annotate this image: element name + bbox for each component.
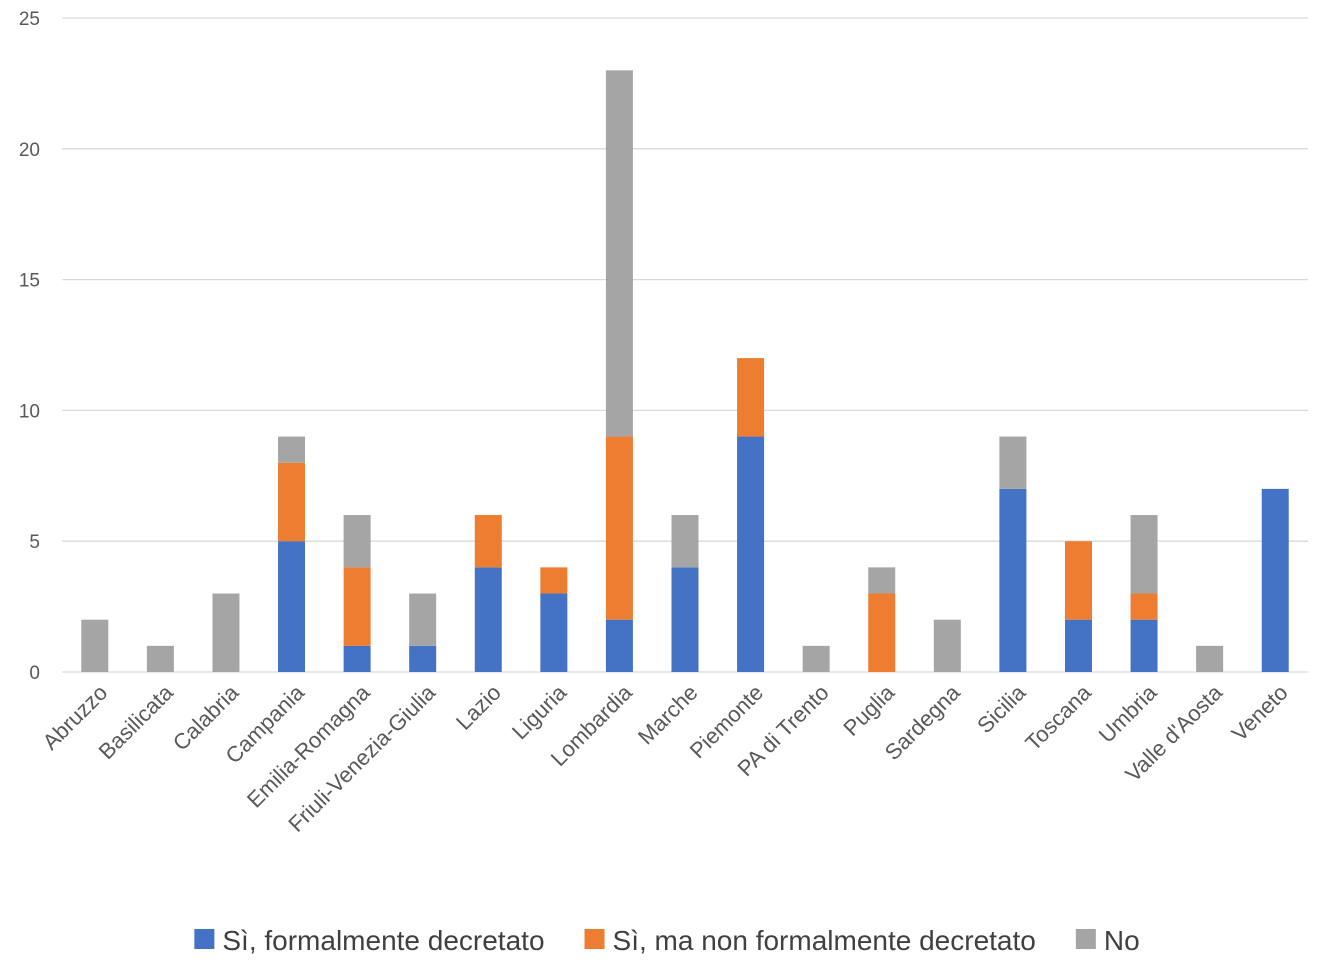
bar-segment-friuli-venezia-giulia-series-0 [409, 645, 437, 672]
bar-segment-campania-series-2 [278, 436, 306, 463]
category-label: Liguria [507, 679, 572, 744]
y-tick-label: 0 [29, 663, 40, 684]
category-label: Toscana [1020, 679, 1096, 755]
bar-segment-campania-series-1 [278, 462, 306, 542]
bars [81, 70, 1289, 672]
legend: Sì, formalmente decretato Sì, ma non form… [194, 925, 1140, 956]
bar-segment-liguria-series-1 [540, 567, 568, 594]
y-tick-label: 10 [19, 401, 40, 422]
bar-segment-valle-d-aosta-series-2 [1196, 645, 1224, 672]
bar-segment-liguria-series-0 [540, 593, 568, 672]
x-axis: AbruzzoBasilicataCalabriaCampaniaEmilia-… [38, 679, 1293, 836]
bar-segment-emilia-romagna-series-1 [343, 567, 371, 646]
bar-segment-toscana-series-0 [1064, 619, 1092, 672]
bar-segment-piemonte-series-0 [737, 436, 765, 672]
bar-segment-lombardia-series-1 [605, 436, 633, 620]
bar-segment-marche-series-2 [671, 515, 699, 568]
y-tick-label: 15 [19, 271, 40, 292]
legend-swatch [194, 929, 215, 949]
y-tick-label: 5 [29, 532, 40, 553]
bar-segment-basilicata-series-2 [146, 645, 174, 672]
bar-segment-umbria-series-0 [1130, 619, 1158, 672]
bar-segment-puglia-series-2 [868, 567, 896, 594]
bar-segment-lazio-series-1 [474, 515, 502, 568]
legend-label: Sì, ma non formalmente decretato [613, 925, 1036, 956]
bar-segment-toscana-series-1 [1064, 541, 1092, 620]
bar-segment-pa-di-trento-series-2 [802, 645, 830, 672]
bar-segment-sardegna-series-2 [933, 619, 961, 672]
bar-segment-veneto-series-0 [1261, 488, 1289, 672]
category-label: Lazio [451, 680, 506, 735]
bar-segment-emilia-romagna-series-2 [343, 515, 371, 568]
y-tick-label: 25 [19, 9, 40, 30]
bar-segment-umbria-series-2 [1130, 515, 1158, 594]
category-label: Puglia [838, 679, 899, 740]
bar-segment-piemonte-series-1 [737, 358, 765, 437]
legend-swatch [584, 929, 605, 949]
y-axis: 0 5 10 15 20 25 [19, 9, 40, 684]
legend-swatch [1075, 929, 1096, 949]
bar-segment-lombardia-series-0 [605, 619, 633, 672]
bar-segment-sicilia-series-0 [999, 488, 1027, 672]
y-tick-label: 20 [19, 140, 40, 161]
bar-segment-friuli-venezia-giulia-series-2 [409, 593, 437, 646]
category-label: Sicilia [972, 679, 1031, 738]
bar-segment-marche-series-0 [671, 567, 699, 672]
gridlines [62, 17, 1308, 673]
bar-segment-campania-series-0 [278, 541, 306, 672]
bar-segment-umbria-series-1 [1130, 593, 1158, 620]
legend-label: No [1104, 925, 1140, 956]
legend-label: Sì, formalmente decretato [222, 925, 544, 956]
bar-segment-sicilia-series-2 [999, 436, 1027, 489]
bar-segment-abruzzo-series-2 [81, 619, 109, 672]
category-label: Veneto [1227, 680, 1293, 746]
bar-segment-lombardia-series-2 [605, 70, 633, 437]
bar-segment-calabria-series-2 [212, 593, 240, 672]
bar-segment-emilia-romagna-series-0 [343, 645, 371, 672]
bar-segment-puglia-series-1 [868, 593, 896, 672]
bar-segment-lazio-series-0 [474, 567, 502, 672]
